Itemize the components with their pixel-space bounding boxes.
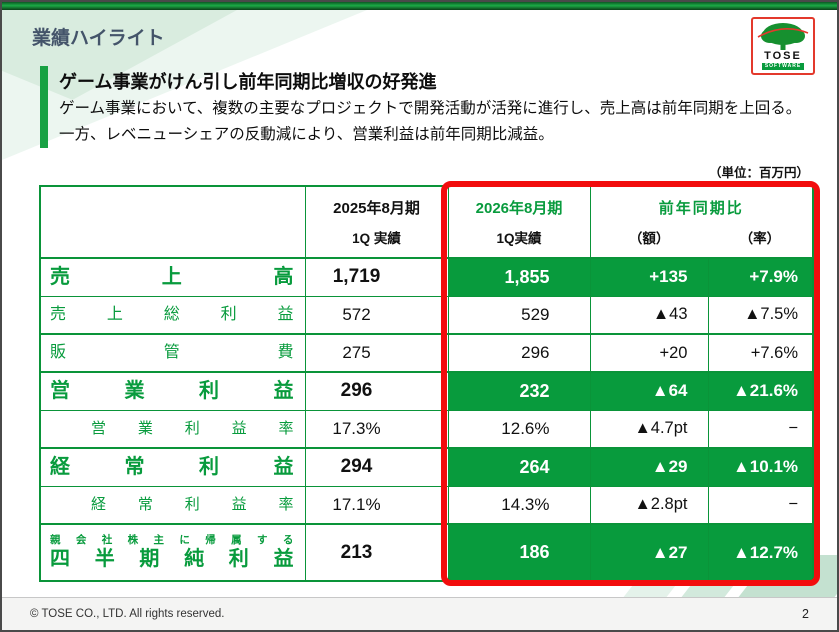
row-label-cell: 売上総利益: [39, 295, 306, 335]
prev-value: 296: [304, 371, 449, 411]
headline-accent-bar: [40, 66, 48, 148]
logo-wordmark: TOSE: [764, 50, 802, 62]
yoy-amount-value: ▲2.8pt: [589, 485, 709, 525]
yoy-amount-value: ▲29: [589, 447, 709, 487]
prev-value: 275: [304, 333, 449, 373]
tose-logo: TOSE SOFTWARE: [751, 17, 815, 75]
prev-value: 1,719: [304, 257, 449, 297]
yoy-amount-value: ▲4.7pt: [589, 409, 709, 449]
curr-value: 12.6%: [447, 409, 591, 449]
prev-value: 294: [304, 447, 449, 487]
curr-value: 232: [447, 371, 591, 411]
yoy-rate-value: ▲21.6%: [707, 371, 814, 411]
row-label-cell: 営業利益: [39, 371, 306, 411]
row-label-cell: 経常利益: [39, 447, 306, 487]
table-row: 親会社株主に帰属する 四半期純利益 213 186 ▲27 ▲12.7%: [39, 523, 814, 582]
curr-value: 186: [447, 523, 591, 582]
logo-red-arc: [757, 28, 809, 38]
table-body: 売上高 1,719 1,855 +135 +7.9% 売上総利益 572 529…: [39, 257, 814, 582]
row-label: 販管費: [50, 343, 294, 361]
yoy-rate-value: ▲10.1%: [707, 447, 814, 487]
table-row: 営業利益率 17.3% 12.6% ▲4.7pt −: [39, 409, 814, 449]
table-row: 営業利益 296 232 ▲64 ▲21.6%: [39, 371, 814, 411]
header-yoy-rate: （率）: [739, 231, 781, 246]
row-label: 営業利益率: [91, 420, 294, 438]
row-label-cell: 経常利益率: [39, 485, 306, 525]
prev-value: 213: [304, 523, 449, 582]
row-label-cell: 売上高: [39, 257, 306, 297]
header-prev-period: 2025年8月期 1Q 実績: [304, 185, 449, 259]
prev-value: 17.3%: [304, 409, 449, 449]
yoy-rate-value: ▲7.5%: [707, 295, 814, 335]
curr-value: 529: [447, 295, 591, 335]
logo-tree-icon: [757, 23, 809, 50]
yoy-rate-value: −: [707, 409, 814, 449]
yoy-amount-value: ▲43: [589, 295, 709, 335]
table-header-row: 2025年8月期 1Q 実績 2026年8月期 1Q実績 前年同期比 （額） （…: [39, 185, 814, 259]
yoy-amount-value: +20: [589, 333, 709, 373]
row-label: 経常利益率: [91, 496, 294, 514]
financial-table: 2025年8月期 1Q 実績 2026年8月期 1Q実績 前年同期比 （額） （…: [39, 185, 815, 582]
row-label: 営業利益: [50, 379, 294, 402]
table-row: 経常利益率 17.1% 14.3% ▲2.8pt −: [39, 485, 814, 525]
message-body: ゲーム事業において、複数の主要なプロジェクトで開発活動が活発に進行し、売上高は前…: [59, 100, 802, 144]
header-yoy-amount: （額）: [628, 231, 670, 246]
table-row: 経常利益 294 264 ▲29 ▲10.1%: [39, 447, 814, 487]
curr-value: 264: [447, 447, 591, 487]
headline: ゲーム事業がけん引し前年同期比増収の好発進: [59, 72, 437, 92]
yoy-rate-value: +7.6%: [707, 333, 814, 373]
curr-value: 296: [447, 333, 591, 373]
yoy-amount-value: +135: [589, 257, 709, 297]
yoy-rate-value: ▲12.7%: [707, 523, 814, 582]
row-label: 売上高: [50, 265, 294, 288]
curr-value: 14.3%: [447, 485, 591, 525]
row-label-cell: 親会社株主に帰属する 四半期純利益: [39, 523, 306, 582]
row-label-cell: 営業利益率: [39, 409, 306, 449]
prev-value: 17.1%: [304, 485, 449, 525]
header-label-cell: [39, 185, 306, 259]
page-number: 2: [802, 607, 809, 621]
copyright: © TOSE CO., LTD. All rights reserved.: [30, 608, 225, 620]
table-row: 販管費 275 296 +20 +7.6%: [39, 333, 814, 373]
yoy-rate-value: −: [707, 485, 814, 525]
yoy-amount-value: ▲64: [589, 371, 709, 411]
yoy-rate-value: +7.9%: [707, 257, 814, 297]
top-accent-bar: [2, 2, 837, 10]
header-curr-period: 2026年8月期 1Q実績: [447, 185, 591, 259]
footer: © TOSE CO., LTD. All rights reserved. 2: [2, 597, 837, 630]
row-label: 売上総利益: [50, 305, 294, 323]
logo-subtext: SOFTWARE: [761, 63, 805, 70]
page-title: 業績ハイライト: [32, 28, 165, 49]
unit-note: （単位：百万円）: [708, 166, 809, 180]
header-yoy-title: 前年同期比: [658, 200, 744, 217]
row-label: 経常利益: [50, 455, 294, 478]
row-label: 四半期純利益: [50, 548, 294, 571]
yoy-amount-value: ▲27: [589, 523, 709, 582]
table-row: 売上総利益 572 529 ▲43 ▲7.5%: [39, 295, 814, 335]
table-row: 売上高 1,719 1,855 +135 +7.9%: [39, 257, 814, 297]
prev-value: 572: [304, 295, 449, 335]
financial-table-wrap: 2025年8月期 1Q 実績 2026年8月期 1Q実績 前年同期比 （額） （…: [39, 181, 820, 586]
curr-value: 1,855: [447, 257, 591, 297]
header-yoy: 前年同期比 （額） （率）: [589, 185, 814, 259]
row-label-cell: 販管費: [39, 333, 306, 373]
row-label-note: 親会社株主に帰属する: [50, 533, 294, 546]
